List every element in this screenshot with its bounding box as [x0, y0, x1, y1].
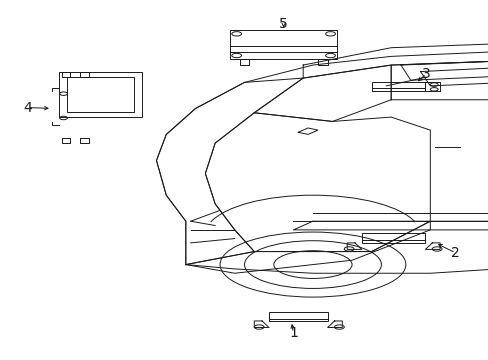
Text: 1: 1 [288, 326, 297, 340]
Bar [361, 233, 425, 243]
Bar [371, 82, 425, 91]
Text: 4: 4 [23, 100, 32, 114]
Bar [66, 77, 134, 112]
Text: 3: 3 [421, 67, 430, 81]
Text: 2: 2 [450, 246, 459, 260]
Bar [268, 312, 327, 321]
Bar [229, 30, 337, 59]
Text: 5: 5 [279, 17, 287, 31]
Bar [59, 72, 142, 117]
